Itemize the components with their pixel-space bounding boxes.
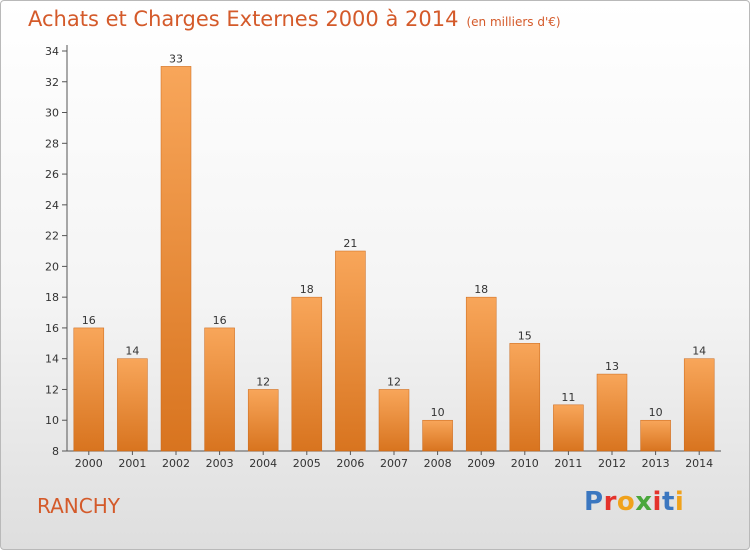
chart-bars [73, 66, 715, 452]
chart-title: Achats et Charges Externes 2000 à 2014 (e… [28, 7, 561, 31]
brand-letter: t [661, 487, 675, 517]
x-tick-label: 2004 [249, 457, 277, 470]
y-tick-label: 10 [45, 414, 59, 427]
data-label: 12 [387, 375, 401, 388]
y-tick-label: 28 [45, 137, 59, 150]
y-tick-label: 32 [45, 76, 59, 89]
y-tick-label: 20 [45, 260, 59, 273]
data-label: 10 [431, 406, 445, 419]
data-label: 12 [256, 375, 270, 388]
brand-letter: P [584, 487, 604, 517]
bar-2012 [596, 373, 628, 452]
y-tick-label: 8 [52, 445, 59, 458]
x-tick-label: 2006 [336, 457, 364, 470]
y-tick-label: 22 [45, 230, 59, 243]
bar-2002 [160, 66, 192, 452]
data-label: 10 [649, 406, 663, 419]
data-label: 14 [125, 345, 139, 358]
bar-2006 [335, 250, 366, 452]
data-label: 13 [605, 360, 619, 373]
x-tick-label: 2011 [554, 457, 582, 470]
bar-2003 [204, 327, 235, 452]
data-label: 15 [518, 329, 532, 342]
y-tick-label: 26 [45, 168, 59, 181]
brand-letter: o [616, 487, 636, 517]
data-label: 14 [692, 345, 706, 358]
brand-letter: x [635, 487, 653, 517]
data-label: 21 [343, 237, 357, 250]
y-tick-label: 34 [45, 45, 59, 58]
x-tick-label: 2013 [642, 457, 670, 470]
bar-2000 [73, 327, 105, 452]
data-label: 18 [474, 283, 488, 296]
x-tick-label: 2005 [293, 457, 321, 470]
bar-2010 [509, 343, 541, 452]
y-tick-label: 30 [45, 107, 59, 120]
town-name: RANCHY [37, 494, 120, 518]
data-label: 16 [213, 314, 227, 327]
y-tick-label: 12 [45, 383, 59, 396]
bar-2008 [422, 419, 453, 452]
data-label: 11 [561, 391, 575, 404]
chart-unit: (en milliers d'€) [466, 15, 561, 29]
data-label: 18 [300, 283, 314, 296]
y-tick-label: 14 [45, 353, 59, 366]
x-tick-label: 2001 [118, 457, 146, 470]
brand-letter: i [652, 487, 662, 517]
x-tick-label: 2003 [206, 457, 234, 470]
brand-letter: i [674, 487, 685, 517]
data-label: 16 [82, 314, 96, 327]
bar-2013 [640, 419, 671, 452]
x-tick-label: 2012 [598, 457, 626, 470]
bar-2001 [117, 358, 148, 452]
proxiti-logo[interactable]: Proxiti [584, 487, 684, 517]
bar-2009 [465, 296, 497, 452]
bar-2005 [291, 296, 323, 452]
y-tick-label: 18 [45, 291, 59, 304]
bar-2014 [683, 358, 715, 452]
x-tick-label: 2007 [380, 457, 408, 470]
x-tick-label: 2009 [467, 457, 495, 470]
chart-labels: 16 2000 14 2001 33 2002 16 2003 12 2004 18 2005 21 20… [75, 52, 713, 470]
chart-title-text: Achats et Charges Externes 2000 à 2014 [28, 7, 459, 31]
brand-letter: r [603, 487, 617, 517]
x-tick-label: 2014 [685, 457, 713, 470]
data-label: 33 [169, 52, 183, 65]
bar-2007 [378, 389, 410, 452]
y-tick-label: 16 [45, 322, 59, 335]
x-tick-label: 2010 [511, 457, 539, 470]
x-tick-label: 2008 [424, 457, 452, 470]
x-tick-label: 2002 [162, 457, 190, 470]
bar-2004 [247, 389, 279, 452]
y-tick-label: 24 [45, 199, 59, 212]
bar-2011 [553, 404, 584, 452]
x-tick-label: 2000 [75, 457, 103, 470]
